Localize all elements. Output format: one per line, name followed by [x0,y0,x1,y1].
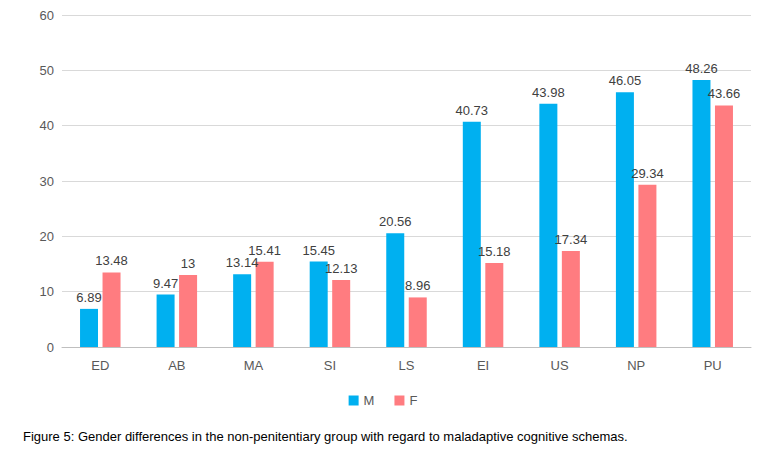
svg-text:AB: AB [168,358,185,373]
svg-text:43.98: 43.98 [532,85,565,100]
svg-text:20.56: 20.56 [379,214,412,229]
svg-text:40: 40 [40,118,54,133]
svg-text:46.05: 46.05 [609,73,642,88]
svg-text:M: M [364,393,375,408]
svg-text:EI: EI [477,358,489,373]
svg-text:8.96: 8.96 [405,278,430,293]
svg-text:15.45: 15.45 [302,243,335,258]
svg-text:NP: NP [627,358,645,373]
svg-text:48.26: 48.26 [685,61,718,76]
svg-text:15.41: 15.41 [248,243,281,258]
svg-text:ED: ED [91,358,109,373]
svg-text:12.13: 12.13 [325,261,358,276]
svg-text:10: 10 [40,284,54,299]
svg-text:30: 30 [40,174,54,189]
svg-text:Figure 5: Gender differences i: Figure 5: Gender differences in the non-… [23,429,628,444]
svg-text:MA: MA [244,358,264,373]
svg-text:17.34: 17.34 [555,232,588,247]
svg-text:0: 0 [47,340,54,355]
svg-text:SI: SI [324,358,336,373]
svg-text:13.48: 13.48 [95,253,128,268]
svg-text:20: 20 [40,229,54,244]
svg-text:F: F [409,393,417,408]
svg-text:15.18: 15.18 [478,244,511,259]
svg-text:13.14: 13.14 [225,255,259,271]
svg-text:50: 50 [40,63,54,78]
svg-text:LS: LS [399,358,415,373]
svg-text:29.34: 29.34 [631,166,664,181]
svg-text:43.66: 43.66 [708,86,741,101]
svg-text:PU: PU [704,358,722,373]
svg-text:US: US [551,358,569,373]
svg-text:6.89: 6.89 [76,290,101,305]
svg-text:60: 60 [40,8,54,23]
svg-text:40.73: 40.73 [456,103,489,118]
svg-text:13: 13 [181,256,195,271]
svg-text:9.47: 9.47 [153,276,178,291]
